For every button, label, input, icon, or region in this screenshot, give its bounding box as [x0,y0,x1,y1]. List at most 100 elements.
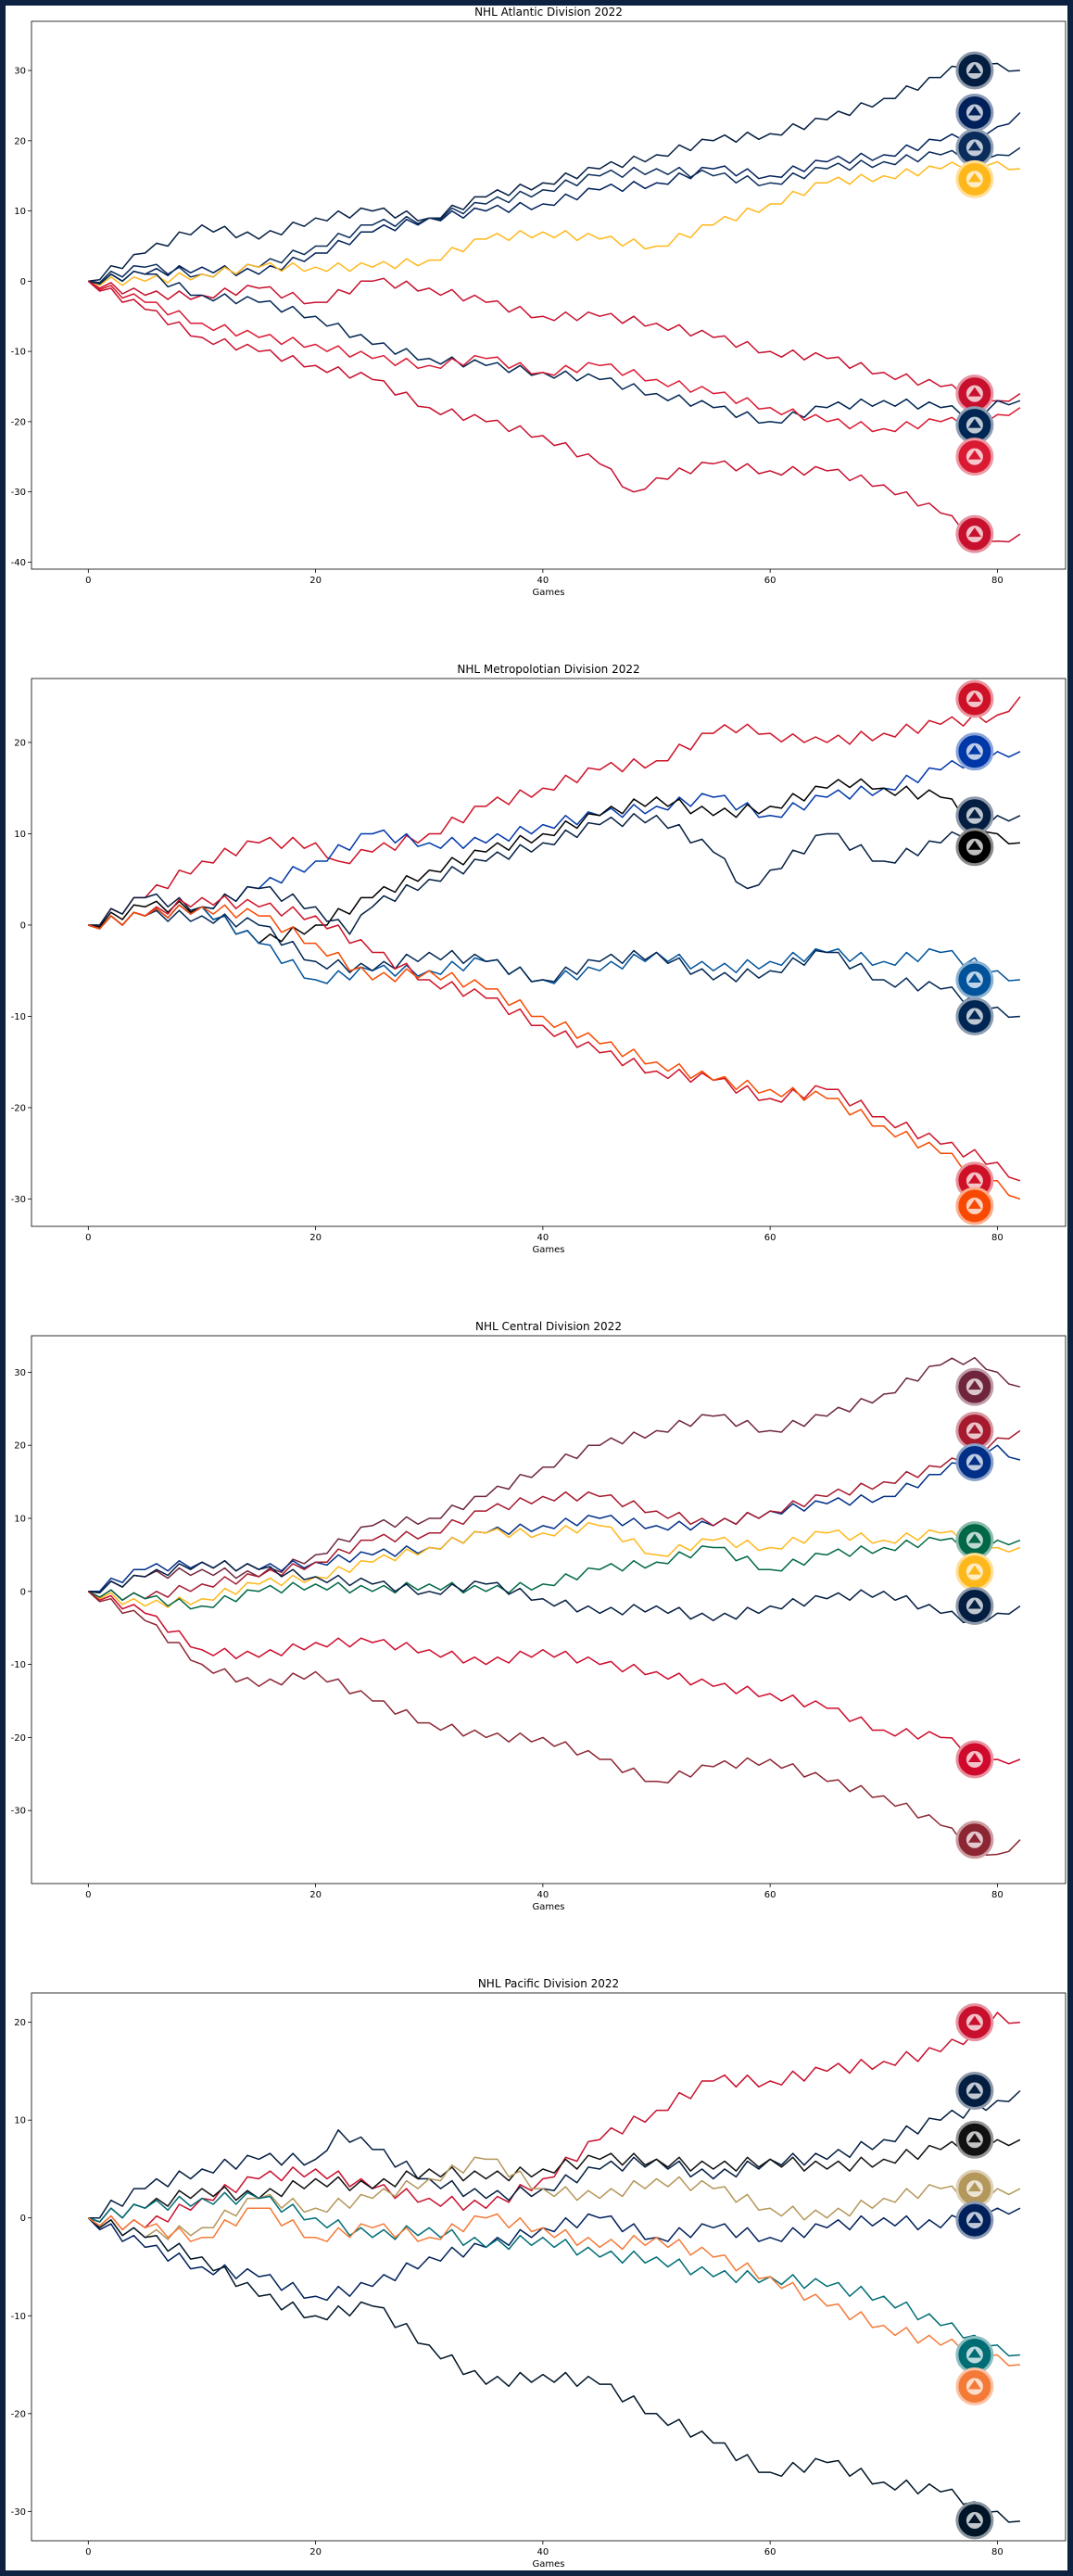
logo-badge-mark [967,141,981,151]
logo-badge-mark [967,2133,981,2143]
series-line-new-jersey-devils [88,895,1021,1182]
y-tick-label: -10 [11,1660,26,1670]
y-tick-label: 20 [14,738,26,748]
plot-frame [31,1335,1067,1884]
chart-panel: NHL Metropolotian Division 2022 0 20 40 60 80… [11,663,1067,1255]
logo-badge-mark [967,2182,981,2192]
series-line-colorado-avalanche [88,1356,1021,1594]
series-line-anaheim-ducks [87,2207,1020,2367]
anaheim-ducks-logo [955,2367,994,2405]
logo-badge-mark [967,1599,981,1609]
series-line-tampa-bay-lightning [88,160,1020,286]
y-tick-label: 0 [20,920,26,931]
chicago-blackhawks-logo [955,1740,994,1779]
x-tick-label: 0 [85,2547,91,2557]
arizona-coyotes-logo [955,1821,994,1859]
logo-badge-mark [967,450,981,460]
plot-frame [31,1992,1067,2542]
series-line-chicago-blackhawks [87,1591,1021,1765]
st-louis-blues-logo [955,1442,994,1481]
y-tick-label: -30 [11,2507,26,2518]
x-axis-label: Games [533,1902,565,1912]
y-tick-label: 0 [20,277,26,287]
series-line-florida-panthers [88,56,1020,283]
y-tick-label: -20 [11,1733,26,1744]
series-line-calgary-flames [87,2011,1020,2231]
y-tick-label: -10 [11,2312,26,2322]
series-line-carolina-hurricanes [88,696,1021,926]
montreal-canadiens-logo [955,514,994,553]
y-tick-label: -20 [11,2409,26,2419]
edmonton-oilers-logo [955,2072,994,2111]
logo-badge-mark [967,1833,981,1843]
series-line-minnesota-wild [87,1429,1021,1602]
series-line-winnipeg-jets [88,1559,1021,1624]
logo-badge-mark [967,1565,981,1575]
x-axis-label: Games [533,1245,565,1255]
new-york-islanders-logo [955,960,994,999]
series-line-philadelphia-flyers [88,904,1021,1200]
series-line-los-angeles-kings [88,2137,1021,2223]
carolina-hurricanes-logo [955,679,994,718]
logo-badge-mark [967,744,981,755]
division-charts-figure: NHL Atlantic Division 2022 0 20 40 60 80 -40 -3… [11,6,1067,2570]
x-tick-label: 40 [537,1233,549,1243]
vancouver-canucks-logo [955,2201,994,2240]
x-axis-label: Games [533,2559,565,2570]
los-angeles-kings-logo [955,2120,994,2159]
florida-panthers-logo [955,51,994,90]
y-tick-label: 20 [14,136,26,146]
y-tick-label: -20 [11,417,26,427]
seattle-kraken-logo [955,2501,994,2540]
nashville-predators-logo [955,1553,994,1592]
chart-panel: NHL Pacific Division 2022 0 20 40 60 80 -30 -20… [11,1977,1067,2570]
chart-title: NHL Metropolotian Division 2022 [457,663,639,676]
logo-badge-mark [967,692,981,702]
x-tick-label: 60 [764,1890,776,1900]
x-tick-label: 80 [991,2547,1004,2557]
y-tick-label: -30 [11,488,26,498]
logo-badge-mark [967,64,981,74]
logo-badge-mark [967,808,981,818]
series-line-columbus-blue-jackets [88,909,1020,1019]
x-tick-label: 20 [309,1890,322,1900]
series-line-detroit-red-wings [87,277,1021,402]
logo-badge-mark [967,527,981,538]
y-tick-label: 30 [14,67,26,77]
series-line-vancouver-canucks [87,2207,1021,2302]
chart-title: NHL Atlantic Division 2022 [474,6,623,19]
series-line-seattle-kraken [87,2217,1020,2523]
tampa-bay-lightning-logo [955,159,994,198]
new-york-rangers-logo [955,732,994,771]
logo-badge-mark [967,2084,981,2094]
detroit-red-wings-logo [955,374,994,413]
x-tick-label: 60 [764,2547,776,2557]
series-line-dallas-stars [87,1536,1021,1610]
chart-title: NHL Pacific Division 2022 [478,1977,619,1990]
y-tick-label: -20 [11,1103,26,1113]
x-tick-label: 20 [309,576,322,586]
x-tick-label: 40 [537,1890,549,1900]
series-line-new-york-rangers [88,751,1021,930]
logo-badge-mark [967,172,981,183]
series-line-arizona-coyotes [87,1591,1021,1857]
series-line-washington-capitals [88,813,1021,935]
y-tick-label: 10 [14,2116,26,2126]
logo-badge-mark [967,1455,981,1466]
columbus-blue-jackets-logo [955,996,994,1035]
y-tick-label: -30 [11,1195,26,1205]
y-tick-label: 0 [20,1587,26,1597]
x-tick-label: 80 [991,1233,1004,1243]
logo-badge-mark [967,973,981,983]
logo-badge-mark [967,2379,981,2390]
washington-capitals-logo [955,796,994,835]
boston-bruins-logo [955,128,994,167]
logo-badge-mark [967,2214,981,2224]
y-tick-label: 20 [14,2018,26,2028]
y-tick-label: -10 [11,1012,26,1022]
chart-title: NHL Central Division 2022 [475,1320,622,1333]
x-axis-label: Games [533,588,565,598]
logo-badge-mark [967,1009,981,1020]
series-line-vegas-golden-knights [87,2156,1021,2240]
series-line-montreal-canadiens [87,280,1021,543]
